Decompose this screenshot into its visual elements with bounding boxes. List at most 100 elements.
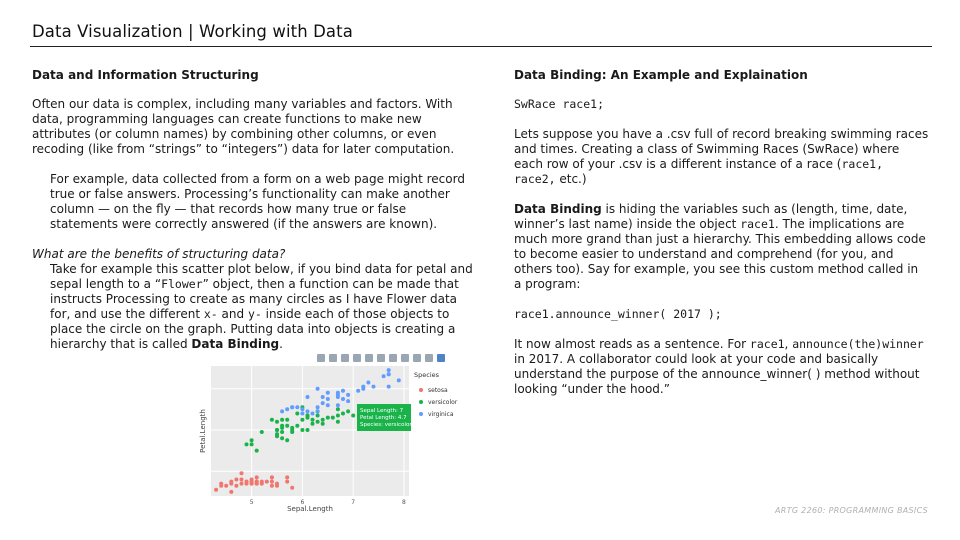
data-point-setosa[interactable] xyxy=(239,477,244,482)
data-point-versicolor[interactable] xyxy=(351,413,356,418)
legend-label-virginica[interactable]: virginica xyxy=(428,411,454,418)
data-point-virginica[interactable] xyxy=(315,409,320,414)
data-point-versicolor[interactable] xyxy=(280,423,285,428)
data-point-versicolor[interactable] xyxy=(300,428,305,432)
data-point-versicolor[interactable] xyxy=(244,442,249,447)
lasso-icon[interactable] xyxy=(377,354,385,362)
data-point-versicolor[interactable] xyxy=(310,417,315,422)
data-point-virginica[interactable] xyxy=(310,411,315,416)
data-point-versicolor[interactable] xyxy=(285,417,290,422)
data-point-virginica[interactable] xyxy=(305,409,310,414)
data-point-versicolor[interactable] xyxy=(275,428,279,432)
data-point-versicolor[interactable] xyxy=(280,436,285,441)
data-point-virginica[interactable] xyxy=(335,395,340,399)
data-point-virginica[interactable] xyxy=(356,388,361,393)
data-point-versicolor[interactable] xyxy=(320,421,325,426)
data-point-setosa[interactable] xyxy=(275,481,279,486)
data-point-versicolor[interactable] xyxy=(300,417,305,422)
data-point-versicolor[interactable] xyxy=(275,419,279,424)
data-point-versicolor[interactable] xyxy=(346,409,351,414)
data-point-virginica[interactable] xyxy=(315,386,320,391)
data-point-setosa[interactable] xyxy=(239,471,244,476)
data-point-virginica[interactable] xyxy=(295,405,300,410)
data-point-versicolor[interactable] xyxy=(254,448,259,453)
data-point-versicolor[interactable] xyxy=(285,438,290,443)
data-point-virginica[interactable] xyxy=(386,368,391,373)
data-point-setosa[interactable] xyxy=(234,483,239,488)
data-point-setosa[interactable] xyxy=(285,475,290,480)
reset-icon[interactable] xyxy=(401,354,409,362)
data-point-virginica[interactable] xyxy=(315,405,320,410)
data-point-versicolor[interactable] xyxy=(341,411,345,416)
legend-label-setosa[interactable]: setosa xyxy=(428,387,448,394)
data-point-versicolor[interactable] xyxy=(305,415,310,420)
data-point-versicolor[interactable] xyxy=(310,421,315,426)
data-point-virginica[interactable] xyxy=(346,392,351,397)
data-point-versicolor[interactable] xyxy=(315,419,320,424)
data-point-versicolor[interactable] xyxy=(249,442,254,447)
data-point-versicolor[interactable] xyxy=(295,423,300,428)
data-point-virginica[interactable] xyxy=(285,407,290,412)
data-point-versicolor[interactable] xyxy=(330,415,335,420)
pan-icon[interactable] xyxy=(353,354,361,362)
data-point-setosa[interactable] xyxy=(254,479,259,484)
spike-icon[interactable] xyxy=(413,354,421,362)
data-point-setosa[interactable] xyxy=(229,489,234,494)
data-point-virginica[interactable] xyxy=(346,399,351,404)
data-point-virginica[interactable] xyxy=(290,405,295,410)
data-point-virginica[interactable] xyxy=(341,388,345,393)
data-point-virginica[interactable] xyxy=(325,397,330,401)
data-point-virginica[interactable] xyxy=(371,384,376,389)
data-point-setosa[interactable] xyxy=(249,481,254,486)
data-point-virginica[interactable] xyxy=(280,409,285,414)
data-point-versicolor[interactable] xyxy=(275,434,279,439)
plotly-logo-icon[interactable] xyxy=(437,354,445,362)
data-point-setosa[interactable] xyxy=(269,483,274,488)
data-point-virginica[interactable] xyxy=(305,395,310,399)
data-point-setosa[interactable] xyxy=(234,477,239,482)
data-point-versicolor[interactable] xyxy=(285,423,290,428)
data-point-versicolor[interactable] xyxy=(249,438,254,443)
hover-icon[interactable] xyxy=(425,354,433,362)
data-point-setosa[interactable] xyxy=(224,483,229,488)
data-point-versicolor[interactable] xyxy=(335,419,340,424)
data-point-setosa[interactable] xyxy=(259,481,264,486)
data-point-setosa[interactable] xyxy=(285,479,290,484)
data-point-virginica[interactable] xyxy=(366,380,371,385)
data-point-virginica[interactable] xyxy=(300,407,305,412)
data-point-versicolor[interactable] xyxy=(335,407,340,412)
data-point-setosa[interactable] xyxy=(254,475,259,480)
data-point-virginica[interactable] xyxy=(320,395,325,399)
data-point-setosa[interactable] xyxy=(219,483,224,488)
data-point-virginica[interactable] xyxy=(320,401,325,406)
data-point-versicolor[interactable] xyxy=(280,417,285,422)
data-point-versicolor[interactable] xyxy=(280,430,285,434)
data-point-virginica[interactable] xyxy=(300,411,305,416)
plus-icon[interactable] xyxy=(341,354,349,362)
legend-label-versicolor[interactable]: versicolor xyxy=(428,399,458,406)
data-point-setosa[interactable] xyxy=(239,481,244,486)
data-point-virginica[interactable] xyxy=(381,374,386,379)
data-point-versicolor[interactable] xyxy=(259,430,264,434)
data-point-versicolor[interactable] xyxy=(315,413,320,418)
data-point-versicolor[interactable] xyxy=(290,428,295,432)
data-point-setosa[interactable] xyxy=(269,479,274,484)
data-point-virginica[interactable] xyxy=(396,378,401,383)
data-point-setosa[interactable] xyxy=(290,485,295,490)
data-point-virginica[interactable] xyxy=(341,397,345,401)
data-point-setosa[interactable] xyxy=(264,479,269,484)
data-point-versicolor[interactable] xyxy=(295,411,300,416)
data-point-virginica[interactable] xyxy=(335,403,340,408)
autoscale-icon[interactable] xyxy=(389,354,397,362)
data-point-setosa[interactable] xyxy=(229,481,234,486)
data-point-versicolor[interactable] xyxy=(325,415,330,420)
data-point-setosa[interactable] xyxy=(244,479,249,484)
data-point-setosa[interactable] xyxy=(269,475,274,480)
data-point-setosa[interactable] xyxy=(214,487,219,492)
select-icon[interactable] xyxy=(365,354,373,362)
data-point-versicolor[interactable] xyxy=(320,417,325,422)
data-point-versicolor[interactable] xyxy=(269,417,274,422)
data-point-versicolor[interactable] xyxy=(305,428,310,432)
data-point-virginica[interactable] xyxy=(361,386,366,391)
data-point-virginica[interactable] xyxy=(386,372,391,377)
